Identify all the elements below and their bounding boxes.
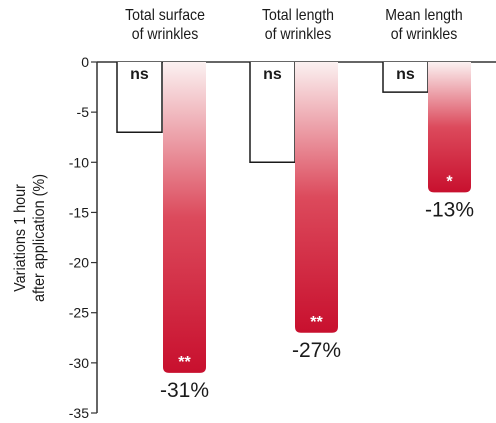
- value-label: -27%: [292, 339, 341, 362]
- category-label-line2: of wrinkles: [390, 26, 458, 43]
- y-tick-label: -10: [69, 154, 89, 170]
- category-header-mean-length: Mean length of wrinkles: [367, 6, 481, 44]
- significance-label: ns: [130, 66, 149, 83]
- value-label: -13%: [425, 198, 474, 221]
- significance-label: **: [178, 354, 191, 371]
- category-label-line2: of wrinkles: [264, 26, 332, 43]
- category-label-line1: Total length: [261, 7, 335, 24]
- bar-ns: [116, 62, 163, 133]
- significance-label: **: [310, 314, 323, 331]
- significance-label: ns: [396, 66, 415, 83]
- y-tick-label: -5: [77, 104, 90, 120]
- category-label-line1: Mean length: [385, 7, 463, 24]
- category-header-total-length: Total length of wrinkles: [241, 6, 355, 44]
- y-tick-label: -20: [69, 255, 89, 271]
- bar-treated: [295, 62, 338, 333]
- category-header-total-surface: Total surface of wrinkles: [108, 6, 222, 44]
- category-label-line1: Total surface: [125, 7, 205, 24]
- y-tick-label: -15: [69, 204, 89, 220]
- significance-label: *: [446, 173, 453, 190]
- y-tick-label: -30: [69, 355, 89, 371]
- y-tick-label: -25: [69, 305, 89, 321]
- y-tick-label: 0: [81, 54, 89, 70]
- value-label: -31%: [160, 379, 209, 402]
- y-tick-label: -35: [69, 405, 89, 421]
- bar-treated: [163, 62, 206, 373]
- significance-label: ns: [263, 66, 282, 83]
- bar-treated: [428, 62, 471, 193]
- category-label-line2: of wrinkles: [131, 26, 199, 43]
